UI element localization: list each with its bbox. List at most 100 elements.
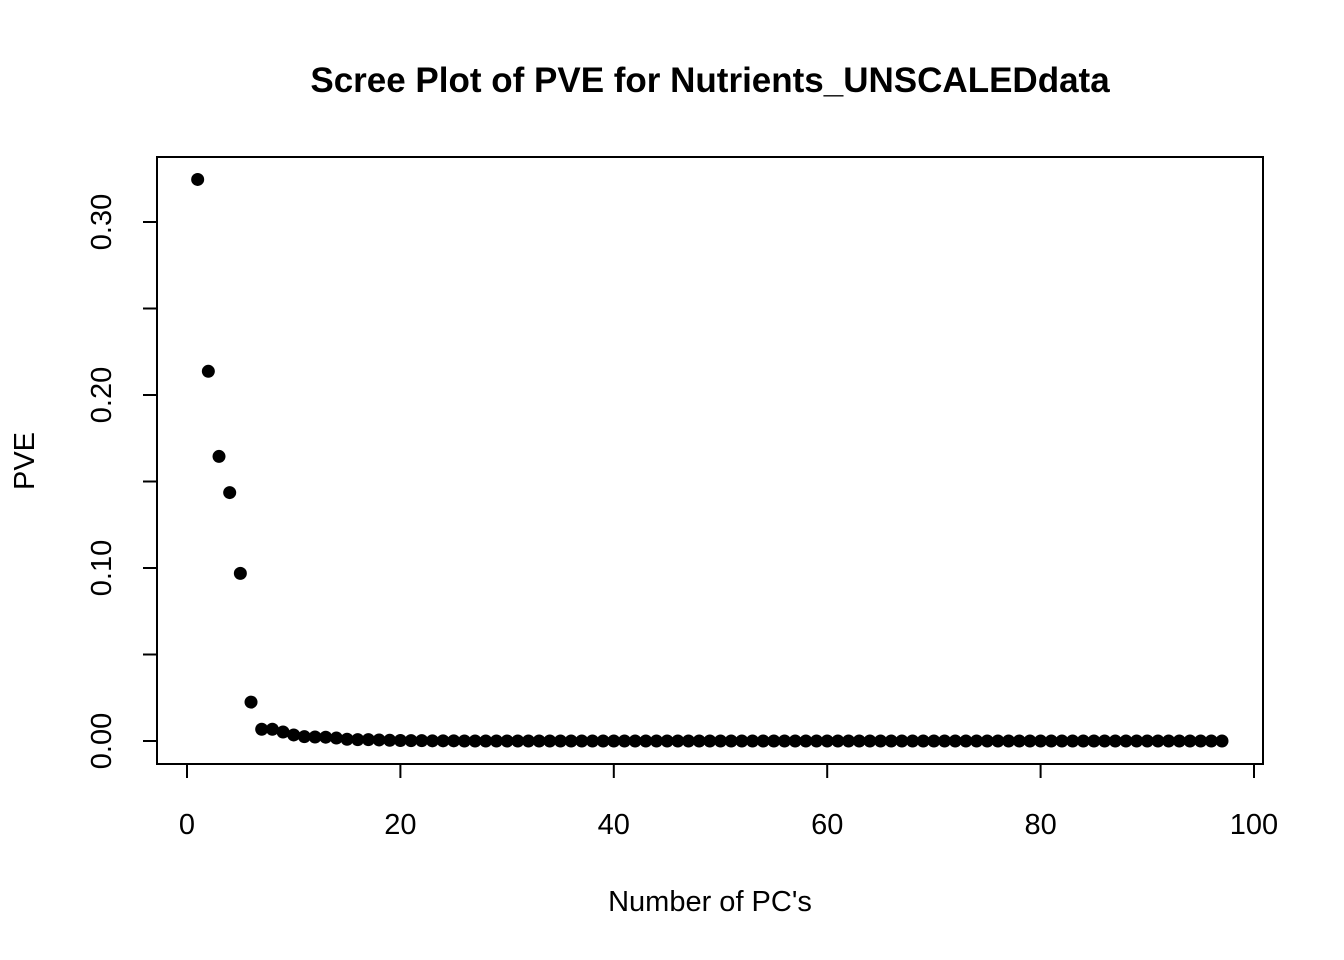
data-point (617, 734, 631, 748)
data-point (361, 733, 375, 747)
x-tick-label: 60 (811, 809, 843, 841)
data-point (1087, 734, 1101, 748)
data-point (1108, 734, 1122, 748)
data-point (415, 734, 429, 748)
data-point (1034, 734, 1048, 748)
data-point (756, 734, 770, 748)
data-point (842, 734, 856, 748)
data-point (596, 734, 610, 748)
data-point (521, 734, 535, 748)
y-tick-label: 0.20 (86, 367, 118, 423)
data-point (660, 734, 674, 748)
data-point (212, 449, 226, 463)
data-point (404, 734, 418, 748)
data-point (1055, 734, 1069, 748)
data-point (831, 734, 845, 748)
y-tick-label: 0.30 (86, 194, 118, 250)
data-point (852, 734, 866, 748)
data-point (457, 734, 471, 748)
data-point (500, 734, 514, 748)
data-point (201, 364, 215, 378)
data-point (863, 734, 877, 748)
data-point (351, 733, 365, 747)
data-point (383, 733, 397, 747)
data-point (1012, 734, 1026, 748)
data-point (1215, 734, 1229, 748)
x-axis-label: Number of PC's (608, 886, 812, 918)
data-point (287, 728, 301, 742)
data-point (628, 734, 642, 748)
data-point (1098, 734, 1112, 748)
data-points (191, 172, 1229, 748)
data-point (585, 734, 599, 748)
data-point (714, 734, 727, 748)
data-point (1076, 734, 1090, 748)
data-point (649, 734, 663, 748)
data-point (1044, 734, 1058, 748)
data-point (959, 734, 973, 748)
data-point (297, 730, 311, 744)
data-point (927, 734, 941, 748)
data-point (980, 734, 994, 748)
data-point (319, 730, 333, 744)
data-point (1023, 734, 1037, 748)
data-point (895, 734, 909, 748)
data-point (436, 734, 450, 748)
plot-frame (156, 156, 1264, 765)
chart-title: Scree Plot of PVE for Nutrients_UNSCALED… (310, 61, 1110, 100)
data-point (1066, 734, 1080, 748)
data-point (553, 734, 567, 748)
data-point (564, 734, 578, 748)
data-point (1204, 734, 1218, 748)
data-point (425, 734, 439, 748)
data-point (1119, 734, 1133, 748)
data-point (393, 733, 407, 747)
data-point (639, 734, 653, 748)
data-point (767, 734, 781, 748)
data-point (1183, 734, 1197, 748)
y-axis-label: PVE (9, 432, 41, 490)
data-point (916, 734, 930, 748)
data-point (810, 734, 824, 748)
data-point (1140, 734, 1154, 748)
data-point (191, 172, 205, 186)
data-point (970, 734, 984, 748)
data-point (233, 566, 247, 580)
data-point (671, 734, 685, 748)
data-point (681, 734, 695, 748)
data-point (532, 734, 546, 748)
data-point (778, 734, 792, 748)
data-point (703, 734, 717, 748)
data-point (1130, 734, 1144, 748)
data-point (543, 734, 557, 748)
data-point (265, 722, 279, 736)
data-point (511, 734, 525, 748)
data-point (575, 734, 589, 748)
x-tick-label: 80 (1024, 809, 1056, 841)
data-point (255, 722, 269, 736)
y-tick-label: 0.00 (86, 713, 118, 769)
data-point (884, 734, 898, 748)
data-point (223, 486, 237, 500)
x-tick-label: 0 (179, 809, 195, 841)
data-point (906, 734, 920, 748)
x-axis: 0 20 40 60 80 100 (179, 763, 1278, 841)
data-point (948, 734, 962, 748)
y-tick-label: 0.10 (86, 540, 118, 596)
data-point (340, 732, 354, 746)
data-point (372, 733, 386, 747)
data-point (489, 734, 503, 748)
data-point (308, 730, 322, 744)
data-point (746, 734, 760, 748)
x-tick-label: 20 (384, 809, 416, 841)
data-point (735, 734, 749, 748)
data-point (991, 734, 1005, 748)
x-tick-label: 100 (1230, 809, 1278, 841)
data-point (1194, 734, 1208, 748)
data-point (479, 734, 493, 748)
data-point (799, 734, 813, 748)
data-point (1172, 734, 1186, 748)
data-point (276, 725, 290, 739)
data-point (244, 695, 258, 709)
